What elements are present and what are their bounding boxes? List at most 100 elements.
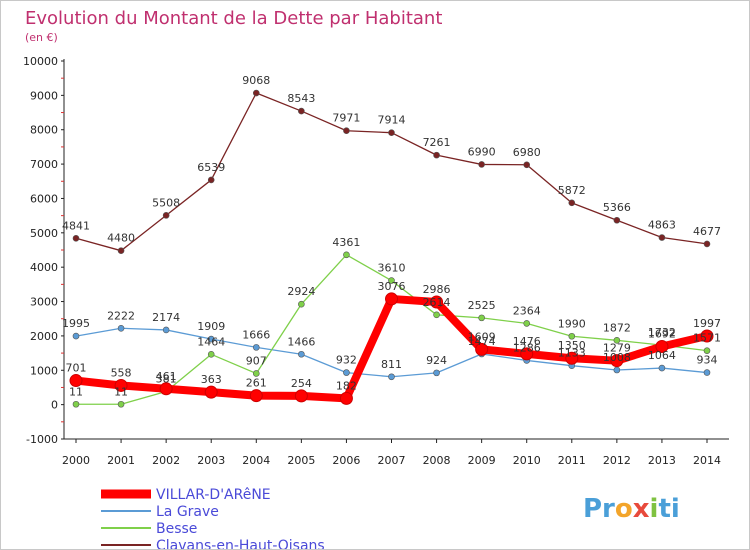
data-label: 1350 [558,339,586,352]
x-tick-label: 2001 [107,454,135,467]
data-point [610,354,624,368]
x-tick-label: 2009 [468,454,496,467]
data-point [703,369,711,376]
data-label: 2174 [152,311,180,324]
data-point [703,347,711,354]
data-label: 932 [336,354,357,367]
x-tick-label: 2011 [558,454,586,467]
data-point [478,314,485,322]
chart-title: Evolution du Montant de la Dette par Hab… [25,8,442,29]
y-tick-label: 4000 [30,261,58,274]
data-label: 3610 [378,262,406,275]
series-3 [72,89,711,254]
data-point [162,212,170,219]
data-label: 4677 [693,225,721,238]
data-label: 2364 [513,304,541,317]
data-label: 2525 [468,299,496,312]
data-label: 6980 [513,146,541,159]
data-point [343,127,350,135]
data-label: 1286 [513,341,541,354]
y-tick-label: 10000 [23,55,58,68]
data-label: 4361 [332,236,360,249]
y-tick-label: 1000 [30,364,58,377]
data-point [430,295,444,309]
data-point [207,351,215,358]
data-label: 1732 [648,326,676,339]
data-point [613,216,621,224]
x-tick-label: 2003 [197,454,225,467]
data-point [475,342,489,356]
x-tick-label: 2012 [603,454,631,467]
data-point [388,373,395,381]
y-tick-label: 3000 [30,296,58,309]
y-tick-label: 2000 [30,330,58,343]
data-point [204,385,218,399]
data-label: 11 [69,385,83,398]
data-label: 1008 [603,351,631,364]
y-tick-label: 9000 [30,89,58,102]
data-label: 1872 [603,321,631,334]
data-label: 2986 [423,283,451,296]
x-tick-label: 2014 [693,454,721,467]
data-point [565,351,579,365]
x-tick-label: 2004 [242,454,270,467]
data-point [339,391,353,405]
data-label: 2222 [107,309,135,322]
data-label: 7261 [423,136,451,149]
data-point [294,389,308,403]
data-point [117,400,125,408]
y-tick-label: 6000 [30,192,58,205]
data-point [117,324,125,332]
data-point [388,129,395,136]
data-point [343,251,350,259]
data-label: 1609 [468,330,496,343]
y-tick-label: 7000 [30,158,58,171]
y-tick-label: 5000 [30,227,58,240]
data-point [252,89,260,97]
data-label: 2614 [423,296,451,309]
x-tick-label: 2000 [62,454,90,467]
series-2 [72,251,711,408]
data-label: 7914 [378,114,406,127]
x-tick-label: 2005 [287,454,315,467]
data-label: 1133 [558,347,586,360]
data-label: 8543 [287,92,315,105]
data-label: 1474 [468,335,496,348]
proxiti-logo: Proxiti [583,494,680,524]
data-point [252,344,260,351]
data-point [568,332,576,340]
data-label: 11 [114,385,128,398]
data-point [433,311,440,319]
data-point [703,240,711,248]
logo-part: x [633,494,650,524]
data-label: 9068 [242,74,270,87]
data-label: 701 [66,362,87,375]
data-label: 934 [697,354,718,367]
data-label: 261 [246,377,267,390]
data-point [658,234,666,241]
legend-label: Besse [156,521,197,537]
data-point [207,176,215,184]
data-label: 5508 [152,196,180,209]
data-point [658,364,666,372]
data-point [298,350,305,358]
data-label: 5872 [558,184,586,197]
data-label: 4863 [648,219,676,232]
data-point [523,161,531,169]
data-point [117,247,125,254]
x-tick-label: 2013 [648,454,676,467]
data-label: 461 [156,370,177,383]
data-label: 558 [111,366,132,379]
data-point [613,337,621,344]
data-point [162,326,170,334]
legend-label: La Grave [156,504,219,520]
data-point [298,300,305,308]
data-label: 3076 [378,280,406,293]
data-label: 1997 [693,317,721,330]
data-label: 363 [201,373,222,386]
data-label: 1064 [648,349,676,362]
data-label: 1990 [558,317,586,330]
legend-label: Clavans-en-Haut-Oisans [156,538,325,549]
data-point [523,320,531,327]
